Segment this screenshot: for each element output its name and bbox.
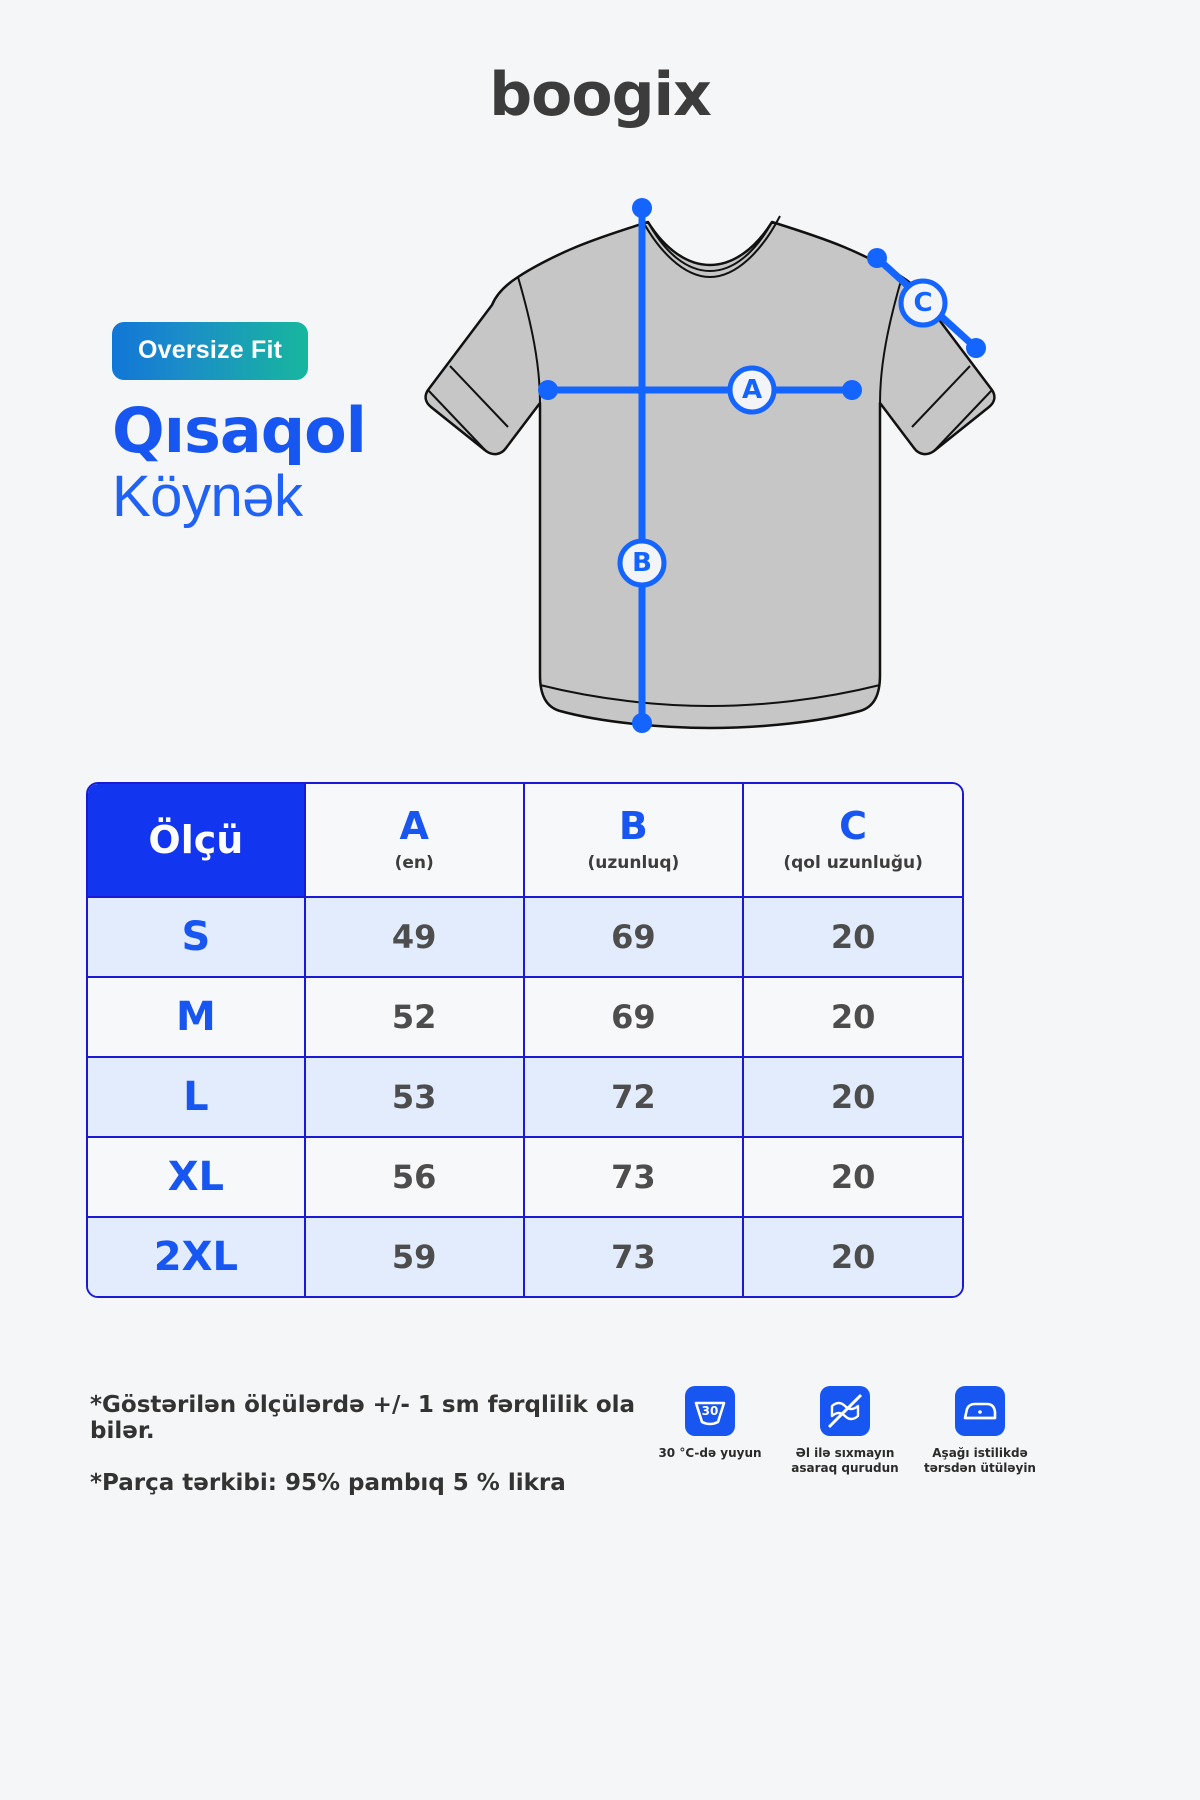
row-value-b: 69 (524, 898, 745, 978)
iron-low-icon (920, 1385, 1040, 1437)
measurement-line-b: B (617, 198, 667, 733)
header-a-sub: (en) (394, 853, 434, 873)
measurement-line-a: A (538, 365, 862, 415)
care-label-iron: Aşağı istilikdə tərsdən ütüləyin (924, 1446, 1036, 1475)
care-item-no-wring: Əl ilə sıxmayın asaraq qurudun (785, 1385, 905, 1476)
table-row: M 52 69 20 (88, 978, 962, 1058)
footer-note-composition: *Parça tərkibi: 95% pambıq 5 % likra (90, 1470, 566, 1496)
table-row: 2XL 59 73 20 (88, 1218, 962, 1296)
row-value-b: 69 (524, 978, 745, 1058)
footer-notes: *Göstərilən ölçülərdə +/- 1 sm fərqlilik… (90, 1392, 650, 1522)
care-item-iron: Aşağı istilikdə tərsdən ütüləyin (920, 1385, 1040, 1476)
row-size: L (88, 1058, 306, 1138)
care-label-no-wring: Əl ilə sıxmayın asaraq qurudun (791, 1446, 899, 1475)
wash-30-icon: 30 (650, 1385, 770, 1437)
row-value-c: 20 (744, 1058, 962, 1138)
measurement-line-c: C (867, 248, 986, 358)
row-size: S (88, 898, 306, 978)
header-column-c: C (qol uzunluğu) (744, 784, 962, 898)
page-subtitle: Köynək (112, 464, 303, 530)
fit-badge: Oversize Fit (112, 322, 309, 380)
row-value-c: 20 (744, 978, 962, 1058)
row-value-b: 73 (524, 1218, 745, 1296)
tshirt-measurement-diagram: A B C (400, 185, 1020, 755)
footer-note-tolerance: *Göstərilən ölçülərdə +/- 1 sm fərqlilik… (90, 1392, 636, 1444)
do-not-wring-icon (785, 1385, 905, 1437)
header-c-sub: (qol uzunluğu) (783, 853, 923, 873)
table-row: XL 56 73 20 (88, 1138, 962, 1218)
size-chart-table: Ölçü A (en) B (uzunluq) C (qol uzunluğu)… (86, 782, 964, 1298)
row-value-a: 56 (305, 1138, 525, 1218)
row-value-c: 20 (744, 898, 962, 978)
row-size: XL (88, 1138, 306, 1218)
svg-text:30: 30 (702, 1404, 719, 1418)
header-b-sub: (uzunluq) (587, 853, 680, 873)
header-column-b: B (uzunluq) (524, 784, 745, 898)
care-instructions: 30 30 °C-də yuyun Əl ilə sıxmayın asaraq… (650, 1385, 1040, 1476)
row-size: 2XL (88, 1218, 306, 1296)
row-value-a: 49 (305, 898, 525, 978)
row-value-c: 20 (744, 1138, 962, 1218)
table-header-row: Ölçü A (en) B (uzunluq) C (qol uzunluğu) (88, 784, 962, 898)
marker-c-label: C (913, 288, 932, 318)
care-label-wash: 30 °C-də yuyun (658, 1446, 762, 1460)
tshirt-illustration (424, 215, 996, 730)
header-a-letter: A (399, 804, 429, 848)
table-row: S 49 69 20 (88, 898, 962, 978)
hero-block: Oversize Fit Qısaqol Köynək (112, 322, 442, 528)
header-b-letter: B (618, 804, 648, 848)
row-value-c: 20 (744, 1218, 962, 1296)
marker-b-label: B (632, 548, 652, 578)
brand-logo: boogix (489, 60, 712, 130)
row-size: M (88, 978, 306, 1058)
care-item-wash: 30 30 °C-də yuyun (650, 1385, 770, 1476)
page-title: Qısaqol (112, 394, 367, 467)
header-c-letter: C (839, 804, 868, 848)
row-value-b: 73 (524, 1138, 745, 1218)
marker-a-label: A (742, 375, 762, 405)
row-value-b: 72 (524, 1058, 745, 1138)
row-value-a: 52 (305, 978, 525, 1058)
row-value-a: 53 (305, 1058, 525, 1138)
row-value-a: 59 (305, 1218, 525, 1296)
header-size-label: Ölçü (88, 784, 306, 898)
header-column-a: A (en) (305, 784, 525, 898)
table-row: L 53 72 20 (88, 1058, 962, 1138)
